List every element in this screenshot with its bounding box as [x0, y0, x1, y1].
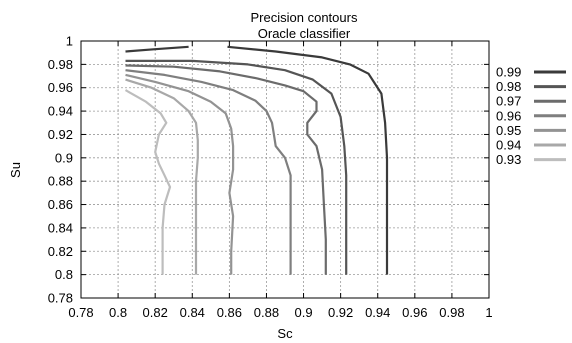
contour-line-0.95: [125, 73, 235, 275]
y-tick-label: 0.94: [48, 104, 73, 119]
contour-lines: [124, 45, 389, 275]
y-tick-label: 1: [66, 34, 73, 49]
legend-label-0.96: 0.96: [496, 108, 521, 123]
y-tick-label: 0.8: [55, 267, 73, 282]
legend-label-0.94: 0.94: [496, 138, 521, 153]
legend-label-0.98: 0.98: [496, 79, 521, 94]
y-tick-label: 0.82: [48, 244, 73, 259]
x-tick-label: 0.92: [328, 305, 353, 320]
x-tick-label: 0.86: [217, 305, 242, 320]
y-tick-label: 0.98: [48, 57, 73, 72]
x-tick-label: 1: [485, 305, 492, 320]
x-tick-label: 0.98: [439, 305, 464, 320]
contour-line-0.97: [125, 64, 327, 275]
contour-line-0.93: [124, 89, 172, 275]
x-tick-label: 0.94: [365, 305, 390, 320]
x-tick-label: 0.8: [109, 305, 127, 320]
y-tick-label: 0.92: [48, 127, 73, 142]
legend-label-0.97: 0.97: [496, 94, 521, 109]
plot-frame: [80, 40, 490, 299]
y-tick-label: 0.96: [48, 80, 73, 95]
axis-ticks: 0.78 0.8 0.82 0.84 0.86 0.88 0.9 0.92 0.94 0.96 0.…: [48, 34, 493, 321]
y-tick-label: 0.84: [48, 220, 73, 235]
x-tick-label: 0.78: [68, 305, 93, 320]
chart-subtitle: Oracle classifier: [258, 26, 351, 41]
y-tick-label: 0.86: [48, 197, 73, 212]
legend: 0.990.980.970.960.950.940.93: [496, 65, 566, 167]
y-tick-label: 0.88: [48, 174, 73, 189]
legend-label-0.95: 0.95: [496, 123, 521, 138]
x-tick-label: 0.82: [143, 305, 168, 320]
contour-line-0.98: [125, 59, 348, 275]
x-tick-label: 0.88: [254, 305, 279, 320]
y-tick-label: 0.9: [55, 150, 73, 165]
contour-line-0.99: [125, 45, 189, 53]
contour-line-0.96: [125, 69, 292, 275]
legend-label-0.99: 0.99: [496, 65, 521, 80]
contour-line-0.94: [125, 78, 199, 275]
y-axis-label: Su: [8, 162, 23, 178]
contour-line-0.99: [227, 45, 389, 275]
x-tick-label: 0.84: [180, 305, 205, 320]
y-tick-label: 0.78: [48, 291, 73, 306]
x-axis-label: Sc: [277, 326, 293, 341]
chart-title: Precision contours: [251, 10, 358, 25]
grid: [81, 41, 489, 298]
x-tick-label: 0.9: [295, 305, 313, 320]
legend-label-0.93: 0.93: [496, 152, 521, 167]
x-tick-label: 0.96: [402, 305, 427, 320]
